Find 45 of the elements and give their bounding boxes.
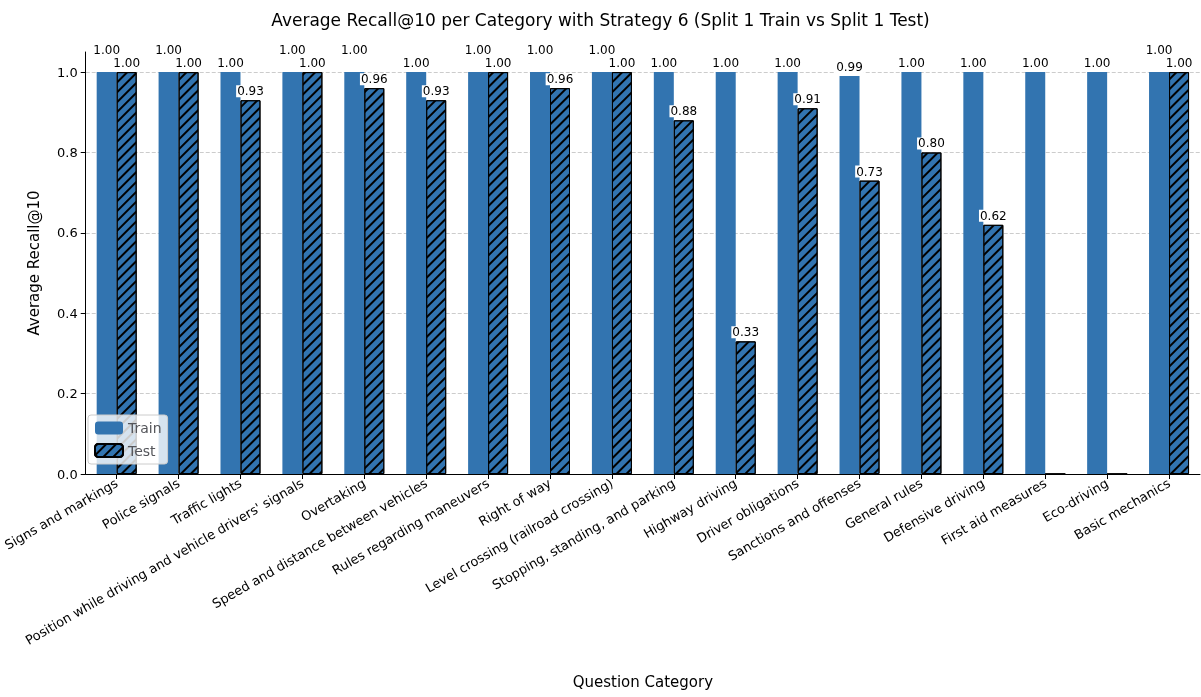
data-label: 1.00 (299, 56, 326, 71)
data-label: 0.93 (422, 84, 450, 99)
data-label: 1.00 (898, 56, 925, 71)
data-label: 1.00 (484, 56, 512, 71)
data-label: 1.00 (526, 43, 554, 58)
data-label: 1.00 (1145, 43, 1173, 58)
y-tick-label: 1.0 (57, 64, 78, 80)
data-label: 0.96 (546, 72, 574, 87)
y-tick-label: 0.6 (57, 225, 78, 241)
y-tick-label: 0.8 (57, 144, 78, 160)
data-label: 0.99 (836, 60, 863, 75)
data-label: 0.96 (360, 72, 388, 87)
y-tick-label: 0.4 (57, 305, 78, 321)
data-label: 0.73 (856, 164, 883, 179)
y-tick-label: 0.2 (57, 386, 78, 402)
data-label: 1.00 (959, 56, 987, 71)
data-label: 0.93 (237, 84, 264, 99)
data-label: 1.00 (774, 56, 801, 71)
data-label: 0.80 (918, 136, 945, 151)
data-label: 1.00 (650, 56, 678, 71)
data-label: 1.00 (93, 43, 121, 58)
y-axis-title: Average Recall@10 (25, 190, 44, 336)
data-label: 0.62 (979, 208, 1007, 223)
data-label: 1.00 (402, 56, 430, 71)
data-label: 1.00 (217, 56, 244, 71)
data-label: 1.00 (1021, 56, 1049, 71)
data-label: 1.00 (712, 56, 740, 71)
data-label: 0.88 (670, 104, 698, 119)
legend-label: Test (127, 442, 157, 459)
data-label: 1.00 (1083, 56, 1111, 71)
data-label: 1.00 (175, 56, 202, 71)
data-label: 0.91 (794, 92, 821, 107)
data-label: 1.00 (464, 43, 492, 58)
y-tick-label: 0.0 (57, 466, 78, 482)
data-label: 1.00 (279, 43, 306, 58)
data-label: 1.00 (155, 43, 182, 58)
data-label: 1.00 (588, 43, 616, 58)
legend-label: Train (127, 420, 162, 436)
data-label: 1.00 (608, 56, 636, 71)
data-label: 1.00 (1165, 56, 1193, 71)
data-label: 1.00 (113, 56, 141, 71)
chart-title: Average Recall@10 per Category with Strategy 6 (Split 1 Train vs Split 1 Test) (271, 9, 930, 30)
x-axis-title: Question Category (572, 672, 714, 691)
data-label: 0.33 (732, 325, 760, 340)
data-label: 1.00 (340, 43, 368, 58)
